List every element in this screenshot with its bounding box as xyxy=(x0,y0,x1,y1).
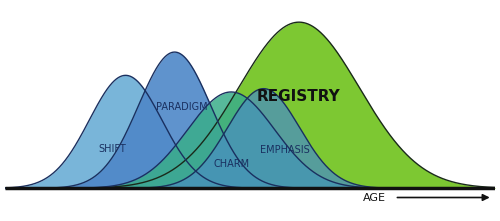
Text: AGE: AGE xyxy=(362,192,386,202)
Text: SHIFT: SHIFT xyxy=(98,144,126,154)
Text: REGISTRY: REGISTRY xyxy=(257,90,341,105)
Text: PARADIGM: PARADIGM xyxy=(156,102,208,112)
Text: EMPHASIS: EMPHASIS xyxy=(260,145,310,155)
Text: CHARM: CHARM xyxy=(213,159,249,169)
